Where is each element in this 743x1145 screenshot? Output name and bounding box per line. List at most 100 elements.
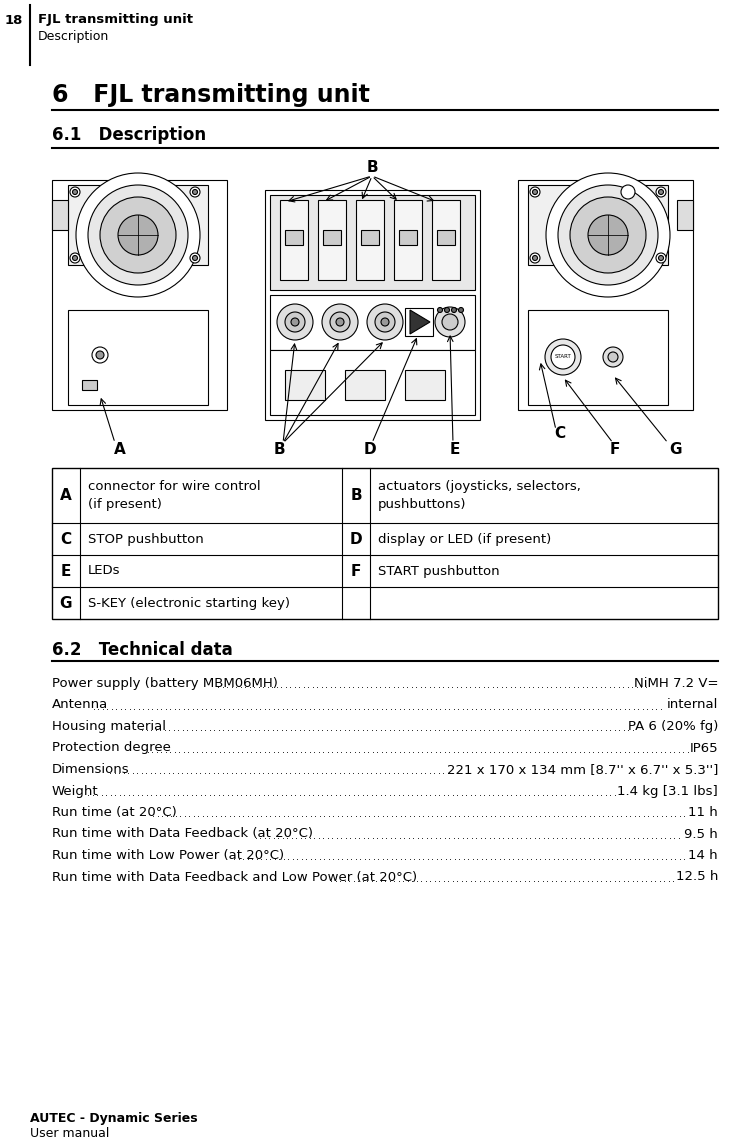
Text: connector for wire control
(if present): connector for wire control (if present) [88, 480, 261, 511]
Polygon shape [410, 310, 430, 334]
Text: 1.4 kg [3.1 lbs]: 1.4 kg [3.1 lbs] [617, 784, 718, 798]
Circle shape [381, 318, 389, 326]
Bar [270, 350, 475, 414]
Circle shape [336, 318, 344, 326]
Circle shape [588, 215, 628, 255]
Text: B: B [366, 160, 377, 175]
Text: B: B [350, 488, 362, 503]
Circle shape [533, 190, 537, 195]
Text: Antenna: Antenna [52, 698, 108, 711]
Text: Housing material: Housing material [52, 720, 166, 733]
Circle shape [658, 190, 663, 195]
Circle shape [452, 308, 456, 313]
Circle shape [608, 352, 618, 362]
Circle shape [442, 314, 458, 330]
Text: Run time with Data Feedback and Low Power (at 20°C): Run time with Data Feedback and Low Powe… [52, 870, 417, 884]
Bar [518, 180, 693, 410]
Bar [394, 200, 422, 281]
Circle shape [533, 255, 537, 261]
Circle shape [438, 308, 443, 313]
Bar [82, 380, 97, 390]
Circle shape [96, 352, 104, 360]
Circle shape [658, 255, 663, 261]
Bar [345, 370, 385, 400]
Circle shape [621, 185, 635, 199]
Circle shape [322, 305, 358, 340]
Text: START pushbutton: START pushbutton [378, 564, 499, 577]
Text: A: A [114, 442, 126, 458]
Circle shape [285, 311, 305, 332]
Text: PA 6 (20% fg): PA 6 (20% fg) [628, 720, 718, 733]
Bar [68, 310, 208, 405]
Circle shape [70, 253, 80, 263]
Bar [528, 310, 668, 405]
Text: D: D [363, 442, 376, 458]
Text: AUTEC - Dynamic Series: AUTEC - Dynamic Series [30, 1112, 198, 1126]
Text: User manual: User manual [30, 1127, 109, 1140]
Circle shape [603, 347, 623, 368]
Text: Run time (at 20°C): Run time (at 20°C) [52, 806, 177, 819]
Bar [285, 230, 303, 245]
Bar [68, 185, 208, 264]
Text: actuators (joysticks, selectors,
pushbuttons): actuators (joysticks, selectors, pushbut… [378, 480, 581, 511]
Bar [270, 295, 475, 350]
Circle shape [76, 173, 200, 297]
Text: Weight: Weight [52, 784, 99, 798]
Text: internal: internal [666, 698, 718, 711]
Text: 9.5 h: 9.5 h [684, 828, 718, 840]
Text: 12.5 h: 12.5 h [675, 870, 718, 884]
Circle shape [435, 307, 465, 337]
Bar [285, 370, 325, 400]
Text: B: B [273, 442, 285, 458]
Circle shape [656, 187, 666, 197]
Text: STOP pushbutton: STOP pushbutton [88, 532, 204, 545]
Text: display or LED (if present): display or LED (if present) [378, 532, 551, 545]
Text: F: F [351, 563, 361, 578]
Circle shape [70, 187, 80, 197]
Text: NiMH 7.2 V=: NiMH 7.2 V= [634, 677, 718, 690]
Text: E: E [450, 442, 460, 458]
Text: E: E [61, 563, 71, 578]
Text: START: START [554, 355, 571, 360]
Text: G: G [669, 442, 681, 458]
Text: Run time with Data Feedback (at 20°C): Run time with Data Feedback (at 20°C) [52, 828, 313, 840]
Text: S-KEY (electronic starting key): S-KEY (electronic starting key) [88, 597, 290, 609]
Circle shape [367, 305, 403, 340]
Circle shape [73, 255, 77, 261]
Text: Description: Description [38, 30, 109, 44]
Text: Protection degree: Protection degree [52, 742, 171, 755]
Bar [432, 200, 460, 281]
Text: 6.2   Technical data: 6.2 Technical data [52, 641, 233, 660]
Text: A: A [60, 488, 72, 503]
Text: 18: 18 [4, 14, 23, 27]
Bar [280, 200, 308, 281]
Circle shape [92, 347, 108, 363]
Circle shape [375, 311, 395, 332]
Circle shape [545, 339, 581, 376]
Circle shape [73, 190, 77, 195]
Text: G: G [59, 595, 72, 610]
Bar [399, 230, 417, 245]
Bar [405, 370, 445, 400]
Circle shape [88, 185, 188, 285]
Circle shape [330, 311, 350, 332]
Circle shape [551, 345, 575, 369]
Circle shape [530, 253, 540, 263]
Bar [52, 200, 68, 230]
Circle shape [444, 308, 450, 313]
Bar [270, 195, 475, 290]
Circle shape [656, 253, 666, 263]
Bar [528, 185, 668, 264]
Bar [318, 200, 346, 281]
Bar [437, 230, 455, 245]
Circle shape [570, 197, 646, 273]
Text: C: C [554, 426, 565, 441]
Circle shape [558, 185, 658, 285]
Circle shape [546, 173, 670, 297]
Bar [265, 190, 480, 420]
Text: F: F [610, 442, 620, 458]
Text: Power supply (battery MBM06MH): Power supply (battery MBM06MH) [52, 677, 278, 690]
Bar [361, 230, 379, 245]
Text: LEDs: LEDs [88, 564, 120, 577]
Bar [677, 200, 693, 230]
